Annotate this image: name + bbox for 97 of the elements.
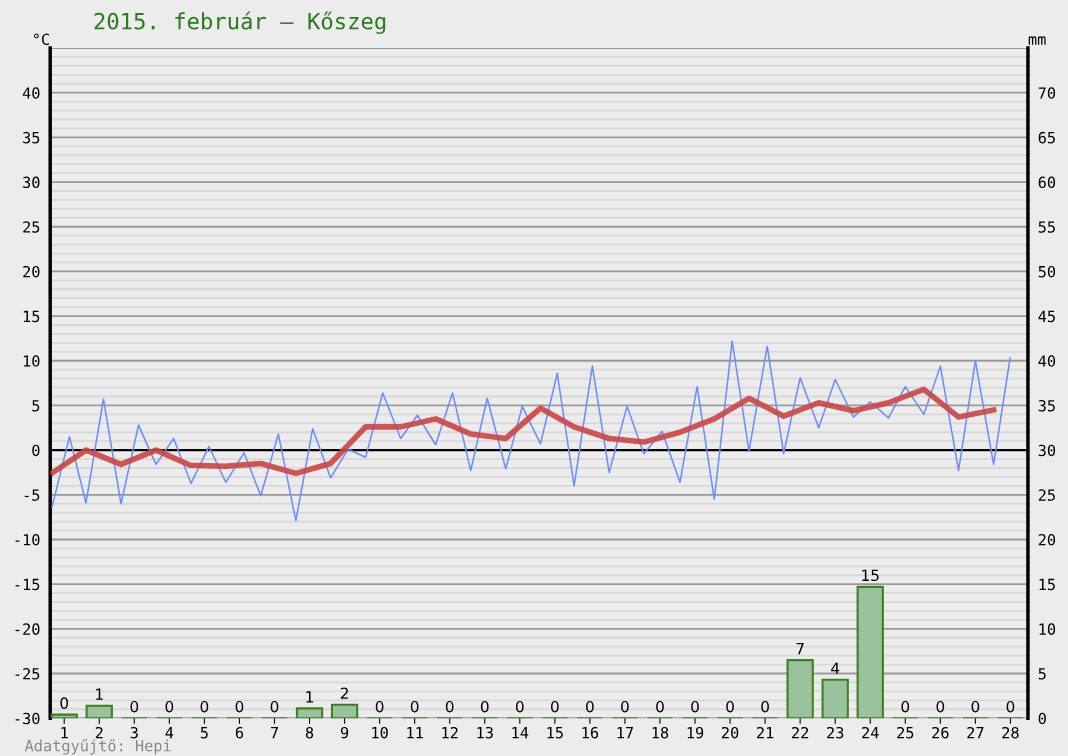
- y2-tick-label: 30: [1038, 444, 1056, 457]
- data-label: 0: [726, 700, 734, 713]
- x-tick-label: 3: [130, 726, 138, 739]
- data-label: 0: [761, 700, 769, 713]
- y-tick-label: 15: [23, 310, 40, 323]
- x-tick-label: 9: [340, 726, 349, 739]
- data-label: 0: [165, 700, 174, 713]
- bar: [856, 585, 884, 719]
- y-tick-label: 5: [32, 400, 40, 412]
- x-tick-label: 6: [235, 726, 244, 739]
- data-label: 1: [96, 688, 103, 700]
- x-tick-label: 28: [1002, 726, 1019, 739]
- y-tick-label: 0: [32, 444, 40, 457]
- x-tick-label: 25: [897, 726, 914, 739]
- y2-tick-label: 40: [1038, 355, 1056, 367]
- x-tick-label: 11: [407, 727, 423, 739]
- y2-axis-title: mm: [1028, 36, 1046, 45]
- y-tick-label: 20: [23, 265, 40, 278]
- x-tick-label: 13: [477, 726, 493, 739]
- data-label: 0: [936, 700, 945, 713]
- data-label: 0: [550, 700, 559, 713]
- y2-tick-label: 60: [1038, 176, 1056, 189]
- bar: [330, 703, 359, 719]
- data-label: 1: [306, 691, 313, 703]
- data-label: 0: [901, 700, 910, 713]
- x-tick-label: 27: [967, 726, 984, 739]
- data-label: 15: [862, 569, 879, 582]
- data-label: 2: [340, 687, 348, 699]
- data-label: 0: [480, 700, 489, 713]
- y-tick-label: -15: [15, 578, 40, 591]
- data-label: 0: [375, 700, 384, 713]
- y-tick-label: 40: [22, 87, 40, 99]
- data-label: 0: [60, 697, 69, 709]
- x-tick-label: 5: [200, 727, 208, 739]
- data-label: 0: [130, 700, 139, 713]
- x-tick-label: 2: [95, 726, 103, 739]
- data-label: 0: [270, 700, 279, 713]
- data-label: 0: [691, 700, 699, 713]
- y2-tick-label: 55: [1038, 221, 1055, 233]
- x-tick-label: 1: [61, 727, 68, 739]
- x-tick-label: 16: [582, 726, 599, 739]
- data-label: 0: [621, 700, 629, 713]
- x-tick-label: 21: [757, 726, 774, 739]
- y2-tick-label: 50: [1038, 265, 1056, 278]
- y-tick-label: 35: [23, 131, 40, 144]
- x-tick-label: 20: [722, 726, 739, 739]
- data-label: 0: [445, 700, 454, 713]
- line-series: [51, 340, 1011, 522]
- x-tick-label: 18: [652, 726, 669, 739]
- text: Adatgyűjtő: Hepi: [24, 738, 171, 755]
- y-tick-label: -25: [15, 668, 40, 680]
- x-tick-label: 7: [270, 727, 278, 739]
- y-axis-title: °C: [34, 33, 49, 46]
- data-label: 0: [515, 700, 524, 713]
- bar: [295, 707, 324, 719]
- x-tick-label: 10: [372, 726, 388, 739]
- y-tick-label: -30: [15, 712, 40, 725]
- y2-tick-label: 10: [1039, 623, 1056, 635]
- bar: [85, 704, 113, 719]
- data-label: 0: [656, 700, 664, 713]
- y2-tick-label: 35: [1038, 399, 1055, 412]
- x-tick-label: 12: [442, 726, 458, 739]
- x-tick-label: 4: [165, 727, 174, 739]
- y2-tick-label: 5: [1038, 668, 1046, 680]
- y-tick-label: 10: [23, 355, 40, 367]
- bar: [821, 678, 849, 719]
- data-label: 0: [971, 700, 980, 713]
- data-label: 0: [1006, 700, 1015, 713]
- data-label: 0: [586, 700, 594, 713]
- x-tick-label: 15: [547, 727, 563, 739]
- data-label: 7: [796, 643, 804, 655]
- y2-tick-label: 0: [1038, 712, 1046, 725]
- x-tick-label: 14: [512, 727, 529, 739]
- data-label: 0: [410, 700, 419, 713]
- y2-tick-label: 45: [1038, 310, 1055, 323]
- y-tick-label: -20: [15, 623, 40, 635]
- data-label: 0: [200, 700, 209, 713]
- x-tick-label: 26: [932, 726, 949, 739]
- bar: [786, 659, 814, 719]
- y-tick-label: 25: [23, 221, 40, 233]
- x-tick-label: 24: [862, 726, 879, 739]
- data-label: 4: [831, 662, 840, 674]
- x-tick-label: 8: [305, 726, 314, 739]
- y2-tick-label: 65: [1038, 131, 1055, 144]
- x-tick-label: 17: [617, 727, 633, 739]
- y2-tick-label: 25: [1038, 489, 1055, 501]
- y2-tick-label: 20: [1038, 533, 1056, 546]
- y2-tick-label: 70: [1038, 87, 1056, 99]
- y2-tick-label: 15: [1039, 578, 1055, 591]
- chart-title: 2015. február – Kőszeg: [94, 11, 386, 35]
- data-label: 0: [235, 700, 244, 713]
- x-tick-label: 23: [827, 726, 844, 739]
- x-tick-label: 22: [792, 726, 809, 739]
- y-tick-label: 30: [23, 176, 40, 189]
- y-tick-label: -10: [15, 533, 40, 546]
- x-tick-label: 19: [687, 726, 704, 739]
- y-tick-label: -5: [24, 489, 40, 501]
